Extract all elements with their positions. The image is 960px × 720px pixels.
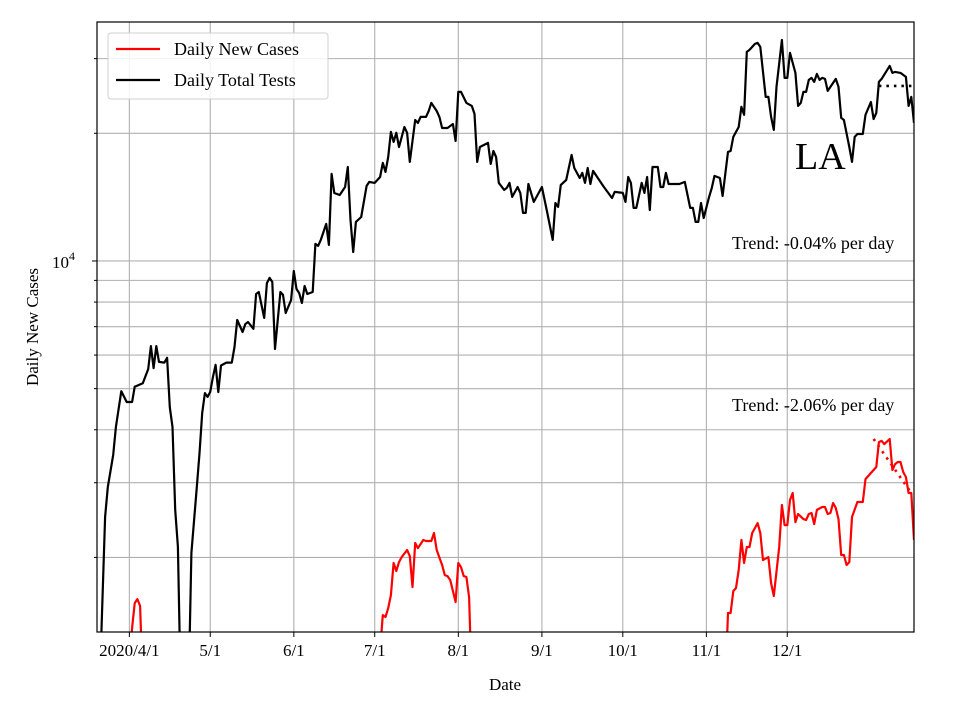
trend-cases-label: Trend: -2.06% per day [732,395,894,415]
legend-label-tests: Daily Total Tests [174,70,296,90]
x-tick-label: 7/1 [364,641,386,660]
legend-box [107,32,329,100]
series-layer [100,38,914,632]
x-tick-label: 6/1 [283,641,305,660]
gridlines [97,22,914,632]
x-tick-label: 9/1 [531,641,553,660]
trend-tests-label: Trend: -0.04% per day [732,233,894,253]
legend: Daily New Cases Daily Total Tests [107,32,329,100]
x-tick-label: 11/1 [692,641,722,660]
y-axis-label: Daily New Cases [23,268,42,386]
y-tick-base: 10 [52,253,69,272]
legend-label-cases: Daily New Cases [174,39,299,59]
region-label: LA [795,136,846,178]
x-tick-label: 10/1 [608,641,638,660]
y-tick-exponent: 4 [69,249,75,263]
y-tick-label: 104 [52,249,75,272]
x-tick-label: 5/1 [199,641,221,660]
x-tick-label: 2020/4/1 [99,641,159,660]
x-tick-label: 12/1 [772,641,802,660]
trend-line-daily-new-cases [872,438,913,494]
x-tick-label: 8/1 [447,641,469,660]
series-line-daily-new-cases [130,437,914,632]
series-line-daily-total-tests [100,38,914,632]
x-axis-label: Date [489,675,521,694]
axis-ticks: 2020/4/1 5/1 6/1 7/1 8/1 9/1 10/1 11/1 12/1 104 [52,58,802,660]
